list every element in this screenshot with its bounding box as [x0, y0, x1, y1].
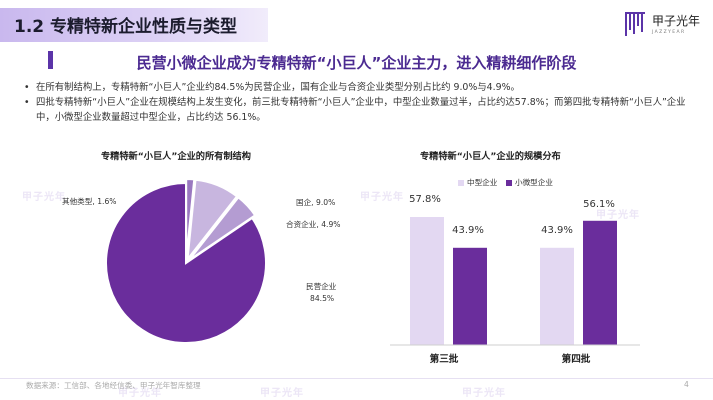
bullet-dot-icon: •	[24, 82, 30, 93]
bar-0-1	[453, 247, 487, 345]
bar-0-0	[410, 217, 444, 345]
pie-label-other: 其他类型, 1.6%	[62, 197, 117, 206]
footer-divider	[0, 378, 713, 379]
pie-slice-2	[186, 178, 239, 263]
watermark: 甲子光年	[22, 192, 66, 203]
page-number: 4	[684, 380, 689, 389]
bar-value-label: 57.8%	[409, 194, 441, 205]
bullet-dot-icon: •	[24, 97, 30, 108]
page-title: 1.2 专精特新企业性质与类型	[14, 17, 238, 37]
watermark: 甲子光年	[596, 210, 640, 221]
legend-label: 中型企业	[467, 178, 498, 187]
bar-value-label: 43.9%	[452, 225, 484, 236]
legend-swatch	[458, 180, 464, 186]
watermark: 甲子光年	[260, 388, 304, 399]
pie-slice-0	[105, 181, 267, 344]
logo-mark-icon	[625, 12, 645, 36]
watermark: 甲子光年	[462, 388, 506, 399]
title-bar	[0, 8, 268, 42]
pie-slice-1	[185, 178, 196, 260]
bullet-item: • 在所有制结构上，专精特新“小巨人”企业约84.5%为民营企业，国有企业与合资…	[24, 80, 696, 95]
bar-1-1	[583, 220, 617, 345]
pie-label-private-name: 民营企业	[306, 282, 337, 291]
pie-slice-3	[188, 195, 257, 262]
legend-label: 小微型企业	[515, 178, 553, 187]
bar-category-label: 第四批	[561, 354, 591, 365]
headline: 民营小微企业成为专精特新“小巨人”企业主力，进入精耕细作阶段	[136, 54, 577, 72]
source-note: 数据来源：工信部、各地经信委、甲子光年智库整理	[26, 381, 201, 390]
pie-chart-title: 专精特新“小巨人”企业的所有制结构	[101, 151, 251, 162]
bullet-list: • 在所有制结构上，专精特新“小巨人”企业约84.5%为民营企业，国有企业与合资…	[24, 80, 696, 125]
pie-label-private-value: 84.5%	[310, 294, 335, 303]
bullet-text: 四批专精特新“小巨人”企业在规模结构上发生变化，前三批专精特新“小巨人”企业中，…	[36, 97, 686, 123]
legend-item: 中型企业	[458, 177, 497, 188]
bar-category-label: 第三批	[429, 354, 459, 365]
logo: 甲子光年 JAZZYEAR	[624, 8, 708, 44]
logo-subtext: JAZZYEAR	[652, 30, 686, 35]
bar-chart-title: 专精特新“小巨人”企业的规模分布	[420, 151, 561, 162]
watermark: 甲子光年	[118, 388, 162, 399]
bullet-item: • 四批专精特新“小巨人”企业在规模结构上发生变化，前三批专精特新“小巨人”企业…	[24, 95, 696, 125]
logo-text: 甲子光年	[652, 14, 701, 28]
legend-item: 小微型企业	[506, 177, 553, 188]
bar-1-0	[540, 247, 574, 345]
bullet-text: 在所有制结构上，专精特新“小巨人”企业约84.5%为民营企业，国有企业与合资企业…	[36, 82, 520, 93]
pie-chart	[105, 178, 267, 344]
watermark: 甲子光年	[360, 192, 404, 203]
pie-label-state: 国企, 9.0%	[296, 198, 336, 207]
headline-accent	[48, 51, 53, 69]
pie-label-jv: 合资企业, 4.9%	[286, 220, 341, 229]
legend-swatch	[506, 180, 512, 186]
bar-value-label: 56.1%	[583, 199, 615, 210]
bar-value-label: 43.9%	[541, 225, 573, 236]
